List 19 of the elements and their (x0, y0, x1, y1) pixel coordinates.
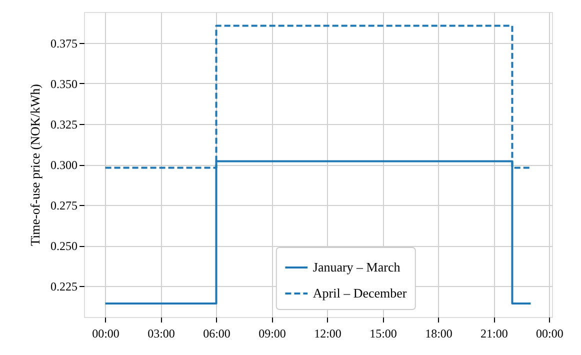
x-tick-label: 21:00 (480, 326, 508, 340)
x-tick-label: 03:00 (148, 326, 175, 340)
x-tick-label: 06:00 (203, 326, 230, 340)
x-tick-label: 00:00 (536, 326, 564, 340)
y-axis-title: Time-of-use price (NOK/kWh) (28, 84, 42, 246)
x-tick-label: 00:00 (92, 326, 120, 340)
x-tick-label: 09:00 (258, 326, 286, 340)
legend-label: January – March (312, 260, 401, 274)
x-tick-label: 15:00 (370, 326, 397, 340)
x-tick-label: 12:00 (314, 326, 342, 340)
y-tick-label: 0.325 (50, 117, 78, 132)
y-tick-label: 0.375 (50, 36, 78, 50)
y-tick-label: 0.300 (50, 158, 78, 172)
legend-label: April – December (312, 286, 408, 300)
x-tick-label: 18:00 (425, 326, 452, 340)
y-tick-label: 0.350 (50, 76, 78, 91)
y-tick-label: 0.275 (50, 198, 78, 213)
y-tick-label: 0.250 (50, 239, 78, 254)
y-tick-label: 0.225 (50, 280, 78, 294)
